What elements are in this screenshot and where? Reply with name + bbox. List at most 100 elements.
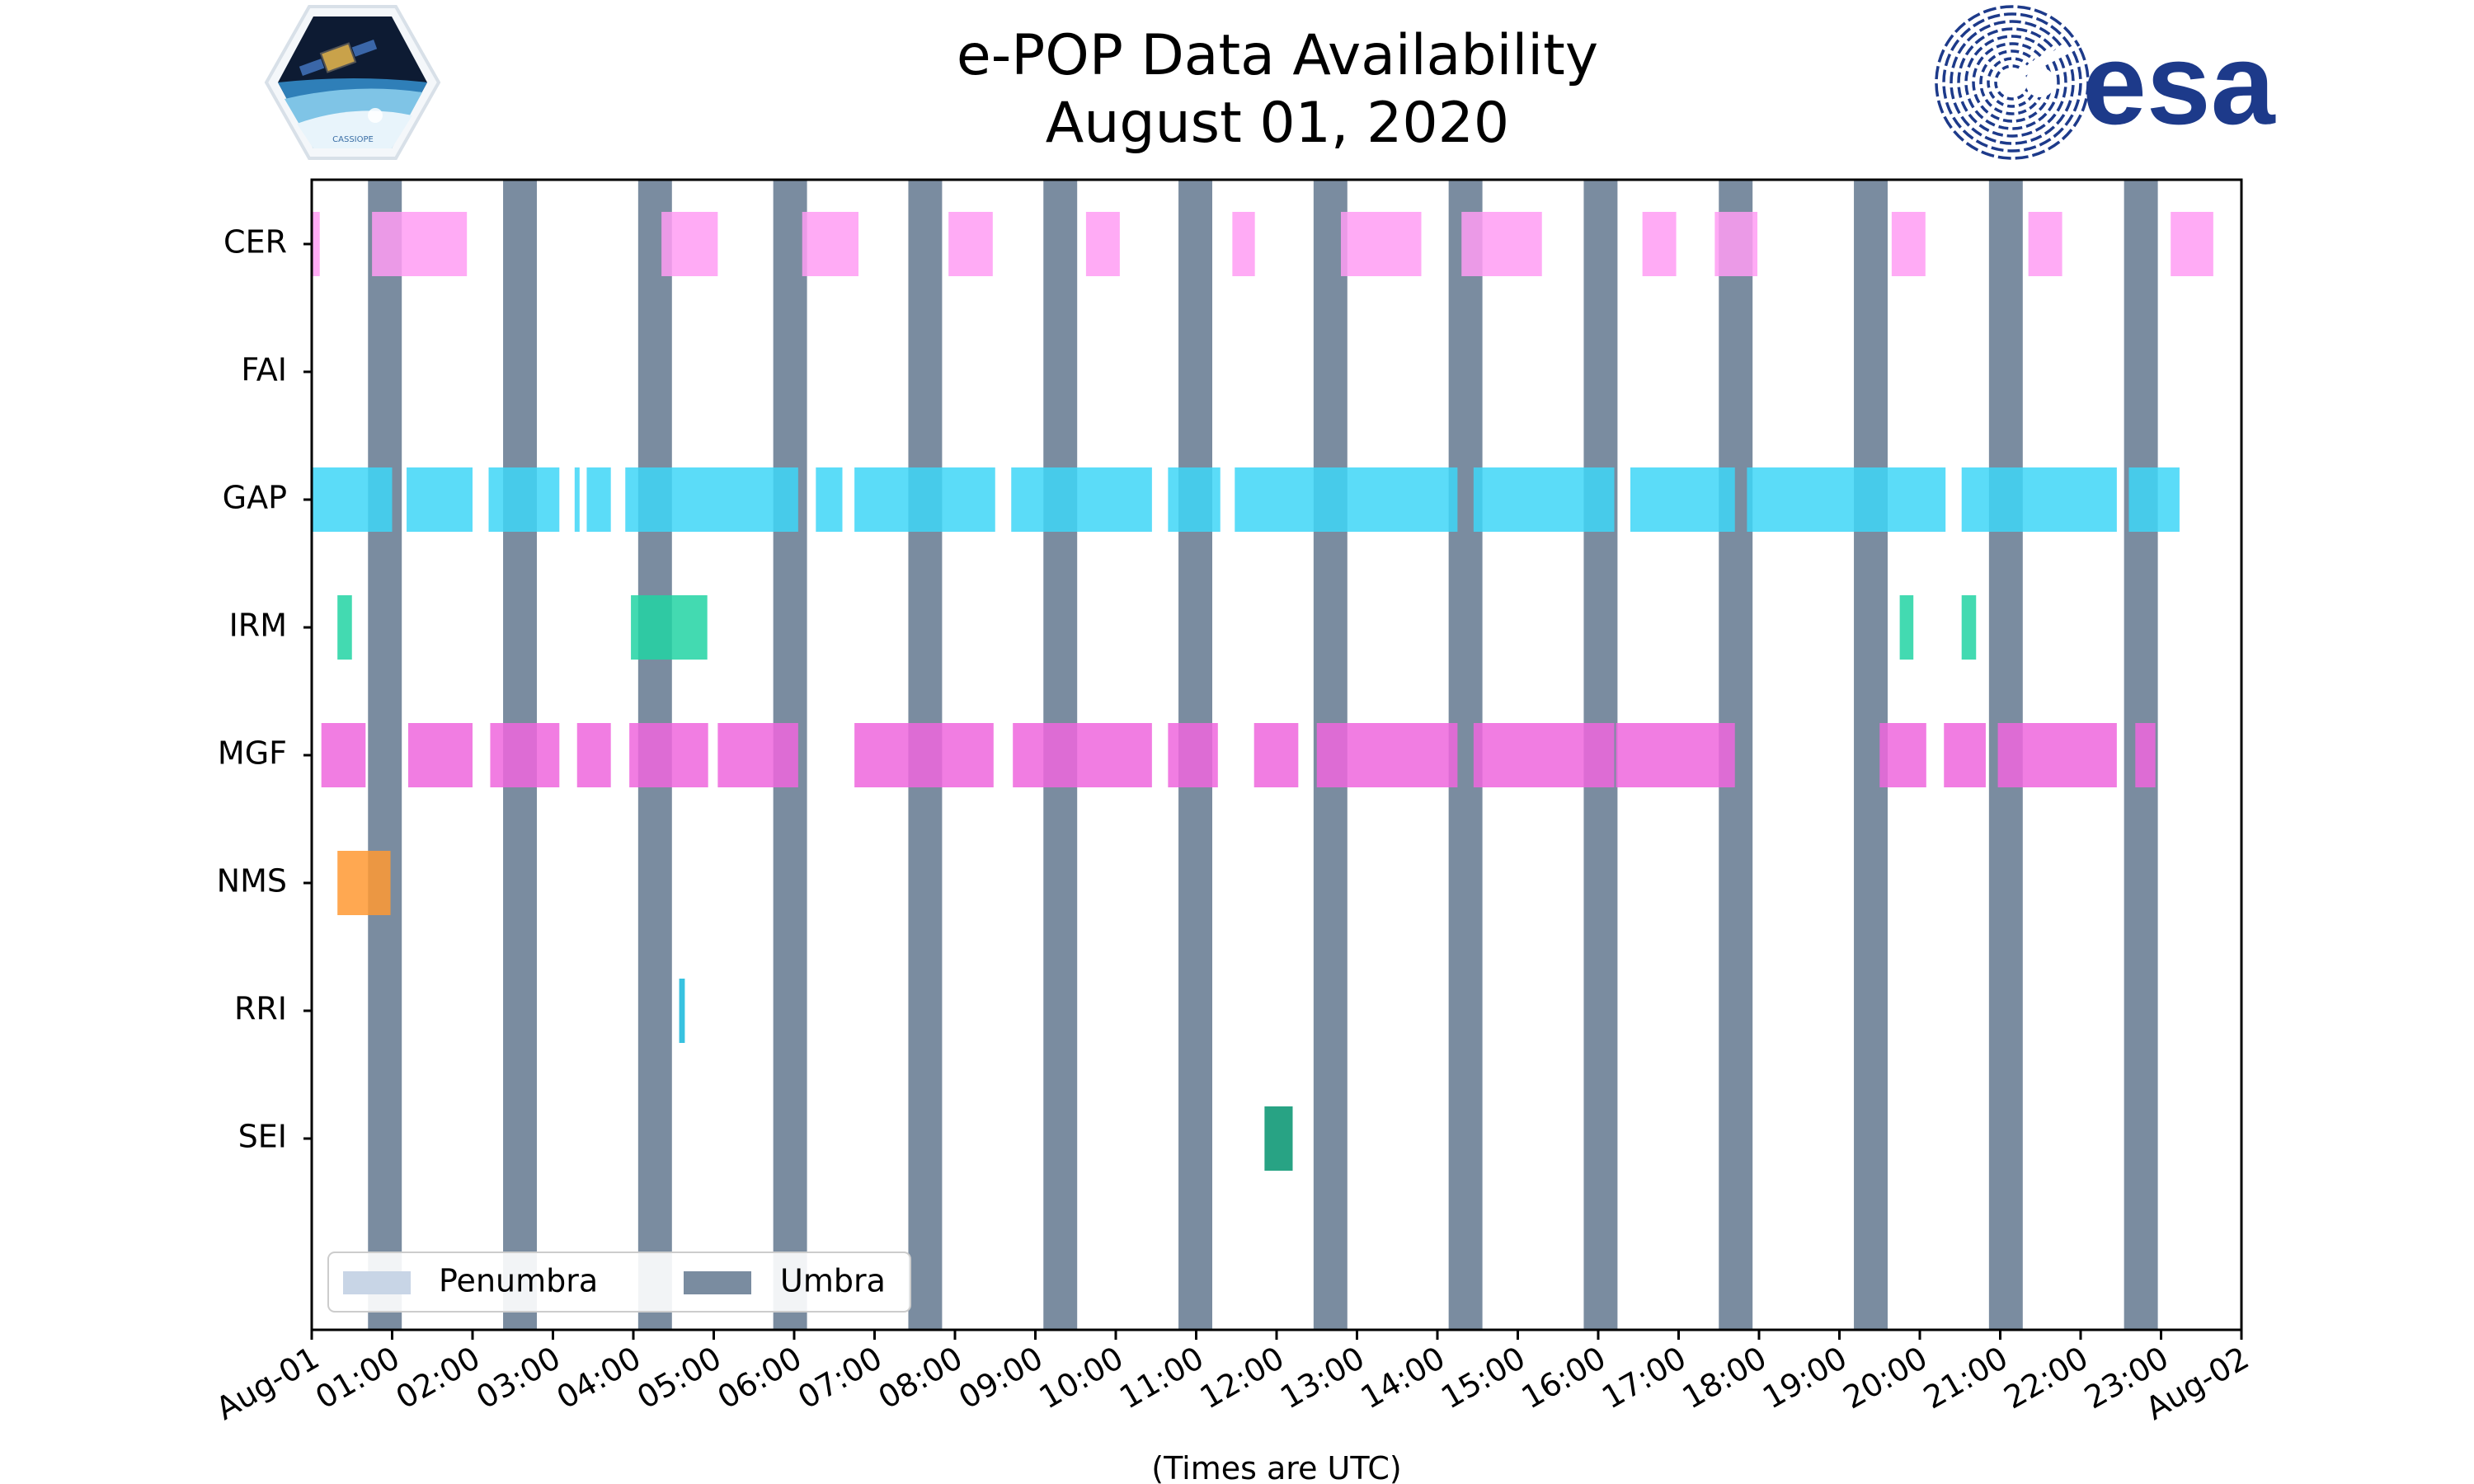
esa-swirl-arc — [1950, 20, 2075, 145]
x-tick-label: 19:00 — [1757, 1340, 1853, 1416]
legend-swatch-umbra — [684, 1271, 751, 1294]
esa-swirl-arc — [1942, 12, 2082, 153]
bar-gap — [1961, 467, 2117, 532]
bar-gap — [625, 467, 798, 532]
bar-gap — [1747, 467, 1946, 532]
y-tick-label-rri: RRI — [234, 991, 287, 1027]
legend-swatch-penumbra — [343, 1271, 411, 1294]
umbra-band — [368, 180, 402, 1330]
esa-swirl-center — [2025, 68, 2055, 97]
bar-cer — [1461, 212, 1542, 276]
esa-swirl-arc — [1964, 35, 2060, 130]
x-tick-label: 08:00 — [872, 1340, 969, 1416]
x-tick-label: 21:00 — [1917, 1340, 2014, 1416]
esa-swirl-arc — [1935, 5, 2090, 160]
bar-irm — [1899, 595, 1914, 660]
bar-cer — [2028, 212, 2062, 276]
bar-mgf — [1316, 723, 1458, 787]
chart-title: e-POP Data Availability — [957, 23, 1598, 88]
esa-swirl-arc — [1987, 57, 2038, 108]
bar-mgf — [1944, 723, 1986, 787]
bar-cer — [1714, 212, 1758, 276]
chart-subtitle: August 01, 2020 — [1046, 91, 1509, 156]
esa-logo: esa — [1935, 5, 2276, 160]
x-tick-label: 06:00 — [712, 1340, 808, 1416]
bar-mgf — [1013, 723, 1152, 787]
bar-gap — [574, 467, 580, 532]
bar-irm — [631, 595, 708, 660]
x-tick-label: 15:00 — [1435, 1340, 1531, 1416]
bar-nms — [337, 851, 391, 915]
bar-irm — [337, 595, 352, 660]
x-tick-label: 03:00 — [470, 1340, 567, 1416]
legend-label-umbra: Umbra — [780, 1263, 886, 1299]
legend-box — [327, 1252, 911, 1313]
bar-gap — [1473, 467, 1615, 532]
bar-gap — [488, 467, 560, 532]
bar-rri — [679, 979, 685, 1043]
bar-cer — [1642, 212, 1677, 276]
bar-mgf — [321, 723, 366, 787]
bar-gap — [312, 467, 393, 532]
esa-swirl-arc — [1957, 27, 2067, 138]
bar-mgf — [576, 723, 611, 787]
bar-mgf — [717, 723, 798, 787]
esa-swirl-arc — [1994, 64, 2030, 101]
bar-cer — [1891, 212, 1926, 276]
x-tick-label: 18:00 — [1677, 1340, 1773, 1416]
bar-cer — [2171, 212, 2213, 276]
y-tick-label-sei: SEI — [238, 1119, 287, 1155]
bar-gap — [1235, 467, 1458, 532]
x-tick-label: 02:00 — [390, 1340, 487, 1416]
legend-label-penumbra: Penumbra — [439, 1263, 598, 1299]
x-tick-label: 09:00 — [952, 1340, 1049, 1416]
x-tick-label: 16:00 — [1516, 1340, 1612, 1416]
bar-mgf — [408, 723, 473, 787]
bar-gap — [2128, 467, 2180, 532]
bar-cer — [1341, 212, 1422, 276]
x-tick-label: 07:00 — [792, 1340, 888, 1416]
esa-logo-text: esa — [2082, 19, 2276, 148]
bar-cer — [802, 212, 858, 276]
bar-mgf — [1253, 723, 1299, 787]
bar-gap — [816, 467, 843, 532]
bar-mgf — [854, 723, 994, 787]
bar-cer — [948, 212, 993, 276]
bar-mgf — [1879, 723, 1926, 787]
y-tick-label-cer: CER — [223, 224, 287, 261]
y-tick-label-mgf: MGF — [218, 735, 287, 772]
x-tick-label: 05:00 — [631, 1340, 727, 1416]
bar-gap — [854, 467, 995, 532]
bar-mgf — [1473, 723, 1615, 787]
bar-gap — [1630, 467, 1735, 532]
bar-gap — [586, 467, 611, 532]
x-axis-title: (Times are UTC) — [1151, 1450, 1401, 1484]
x-tick-label: 13:00 — [1274, 1340, 1371, 1416]
x-tick-label: 12:00 — [1194, 1340, 1291, 1416]
bar-cer — [312, 212, 320, 276]
data-bars — [312, 212, 2213, 1171]
x-tick-label: 10:00 — [1033, 1340, 1130, 1416]
y-tick-label-nms: NMS — [217, 863, 287, 899]
x-tick-label: 01:00 — [309, 1340, 406, 1416]
plot-area: CER FAI GAP IRM MGF NMS RRI SEI Aug-0101:0002:0… — [209, 178, 2255, 1427]
bar-irm — [1961, 595, 1977, 660]
x-tick-label: 14:00 — [1355, 1340, 1451, 1416]
bar-cer — [1085, 212, 1120, 276]
x-tick-label: 22:00 — [1998, 1340, 2095, 1416]
bar-gap — [1011, 467, 1152, 532]
x-tick-label: 04:00 — [551, 1340, 647, 1416]
bar-cer — [1232, 212, 1255, 276]
y-tick-label-fai: FAI — [241, 352, 287, 388]
bar-mgf — [490, 723, 560, 787]
x-axis: Aug-0101:0002:0003:0004:0005:0006:0007:0… — [209, 1330, 2255, 1427]
bar-cer — [661, 212, 718, 276]
y-tick-label-gap: GAP — [223, 480, 287, 516]
esa-swirl-icon — [1935, 5, 2090, 160]
x-tick-label: 20:00 — [1837, 1340, 1934, 1416]
bar-mgf — [2135, 723, 2156, 787]
bar-sei — [1264, 1106, 1293, 1171]
bar-gap — [407, 467, 473, 532]
bar-mgf — [629, 723, 708, 787]
